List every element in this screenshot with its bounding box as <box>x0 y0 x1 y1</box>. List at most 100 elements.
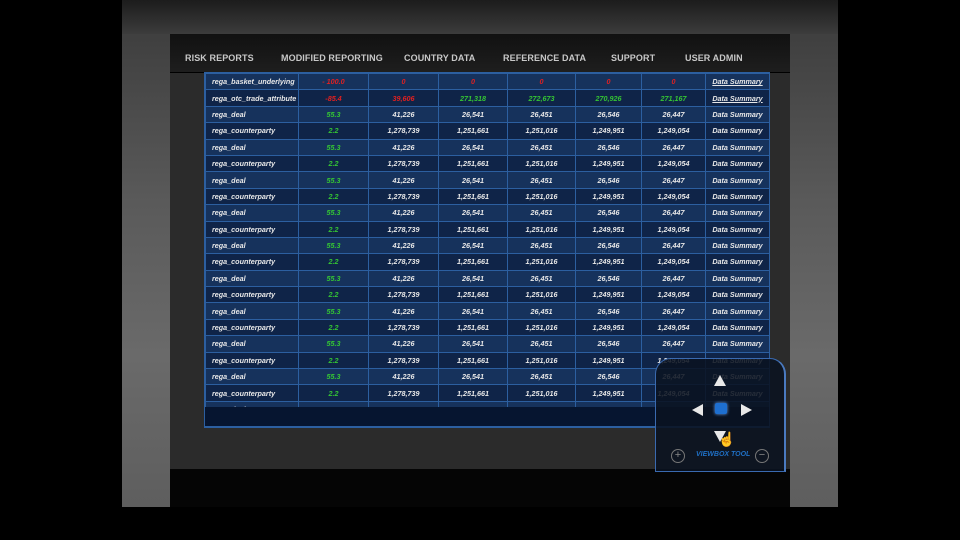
table-cell: 26,447 <box>641 236 706 255</box>
data-summary-link[interactable]: Data Summary <box>705 220 770 238</box>
table-name-cell: rega_basket_underlying <box>205 72 299 91</box>
table-name-cell: rega_deal <box>205 138 299 156</box>
table-name-cell: rega_counterparty <box>205 187 299 206</box>
zoom-out-button[interactable]: − <box>755 449 769 463</box>
table-cell: 1,249,054 <box>641 318 706 337</box>
viewbox-center-button[interactable] <box>715 403 727 414</box>
table-name-cell: rega_deal <box>205 105 299 124</box>
nav-reference-data[interactable]: REFERENCE DATA <box>503 53 587 63</box>
table-cell: 1,251,661 <box>438 187 508 206</box>
nav-country-data[interactable]: COUNTRY DATA <box>404 53 476 63</box>
table-cell: 1,249,951 <box>575 351 642 370</box>
data-summary-link[interactable]: Data Summary <box>705 154 770 173</box>
table-cell: 0 <box>641 72 706 91</box>
table-row: rega_counterparty 2.2 1,278,739 1,251,661 1,… <box>205 220 770 238</box>
table-cell: 1,249,951 <box>575 220 642 238</box>
data-summary-link[interactable]: Data Summary <box>705 187 770 206</box>
data-summary-link[interactable]: Data Summary <box>705 335 770 353</box>
table-cell: 1,278,739 <box>368 122 439 140</box>
table-name-cell: rega_deal <box>205 171 299 189</box>
data-summary-link[interactable]: Data Summary <box>705 122 770 140</box>
table-cell: 26,541 <box>438 236 508 255</box>
data-summary-link[interactable]: Data Summary <box>705 302 770 320</box>
viewbox-tool-label: VIEWBOX TOOL <box>696 451 751 458</box>
table-name-cell: rega_counterparty <box>205 286 299 304</box>
table-row: rega_counterparty 2.2 1,278,739 1,251,661 1,… <box>205 154 770 173</box>
table-cell: 1,249,054 <box>641 253 706 271</box>
table-name-cell: rega_counterparty <box>205 122 299 140</box>
table-cell: 1,251,016 <box>507 351 576 370</box>
table-cell: 26,451 <box>507 368 576 386</box>
table-cell: 2.2 <box>298 154 369 173</box>
table-cell: - 100.0 <box>298 72 369 91</box>
table-cell: 271,318 <box>438 89 508 107</box>
data-summary-link[interactable]: Data Summary <box>705 286 770 304</box>
table-cell: 55.3 <box>298 105 369 124</box>
table-cell: 1,251,016 <box>507 187 576 206</box>
table-cell: 39,606 <box>368 89 439 107</box>
table-cell: 26,447 <box>641 269 706 288</box>
nav-risk-reports[interactable]: RISK REPORTS <box>185 53 254 63</box>
data-summary-link[interactable]: Data Summary <box>705 89 770 107</box>
table-cell: 55.3 <box>298 236 369 255</box>
table-name-cell: rega_counterparty <box>205 318 299 337</box>
table-cell: 0 <box>507 72 576 91</box>
table-cell: 26,546 <box>575 204 642 222</box>
table-cell: 41,226 <box>368 269 439 288</box>
table-cell: 26,546 <box>575 236 642 255</box>
table-name-cell: rega_counterparty <box>205 351 299 370</box>
data-summary-link[interactable]: Data Summary <box>705 171 770 189</box>
table-cell: 55.3 <box>298 302 369 320</box>
table-cell: 2.2 <box>298 318 369 337</box>
table-cell: 41,226 <box>368 236 439 255</box>
table-cell: 1,251,016 <box>507 384 576 402</box>
data-summary-link[interactable]: Data Summary <box>705 105 770 124</box>
nav-modified-reporting[interactable]: MODIFIED REPORTING <box>281 53 383 63</box>
table-cell: 272,673 <box>507 89 576 107</box>
table-row: rega_basket_underlying - 100.0 0 0 0 0 0 Data S… <box>205 72 770 91</box>
table-cell: 26,451 <box>507 269 576 288</box>
table-cell: 1,251,661 <box>438 122 508 140</box>
table-cell: 0 <box>575 72 642 91</box>
data-summary-link[interactable]: Data Summary <box>705 204 770 222</box>
table-cell: 270,926 <box>575 89 642 107</box>
table-cell: 2.2 <box>298 384 369 402</box>
table-cell: 1,251,661 <box>438 253 508 271</box>
table-row: rega_counterparty 2.2 1,278,739 1,251,661 1,… <box>205 286 770 304</box>
table-cell: 1,278,739 <box>368 220 439 238</box>
table-cell: 26,546 <box>575 302 642 320</box>
table-cell: 26,451 <box>507 302 576 320</box>
table-cell: 271,167 <box>641 89 706 107</box>
table-name-cell: rega_otc_trade_attribute <box>205 89 299 107</box>
data-table: rega_basket_underlying - 100.0 0 0 0 0 0 Data S… <box>204 72 770 428</box>
data-summary-link[interactable]: Data Summary <box>705 236 770 255</box>
table-cell: 41,226 <box>368 105 439 124</box>
table-cell: 26,541 <box>438 204 508 222</box>
table-cell: 26,451 <box>507 171 576 189</box>
table-cell: 26,541 <box>438 269 508 288</box>
data-summary-link[interactable]: Data Summary <box>705 269 770 288</box>
data-summary-link[interactable]: Data Summary <box>705 253 770 271</box>
table-cell: 1,251,016 <box>507 122 576 140</box>
table-cell: 55.3 <box>298 368 369 386</box>
table-cell: 26,541 <box>438 105 508 124</box>
data-summary-link[interactable]: Data Summary <box>705 318 770 337</box>
table-cell: 1,249,951 <box>575 187 642 206</box>
zoom-in-button[interactable]: + <box>671 449 685 463</box>
table-name-cell: rega_counterparty <box>205 384 299 402</box>
nav-support[interactable]: SUPPORT <box>611 53 656 63</box>
table-cell: 1,249,054 <box>641 286 706 304</box>
table-cell: 1,251,661 <box>438 286 508 304</box>
nav-user-admin[interactable]: USER ADMIN <box>685 53 743 63</box>
data-summary-link[interactable]: Data Summary <box>705 138 770 156</box>
table-cell: 1,249,951 <box>575 384 642 402</box>
table-cell: 1,278,739 <box>368 351 439 370</box>
table-cell: 41,226 <box>368 171 439 189</box>
data-summary-link[interactable]: Data Summary <box>705 72 770 91</box>
table-cell: 1,251,016 <box>507 220 576 238</box>
table-cell: 1,249,054 <box>641 187 706 206</box>
